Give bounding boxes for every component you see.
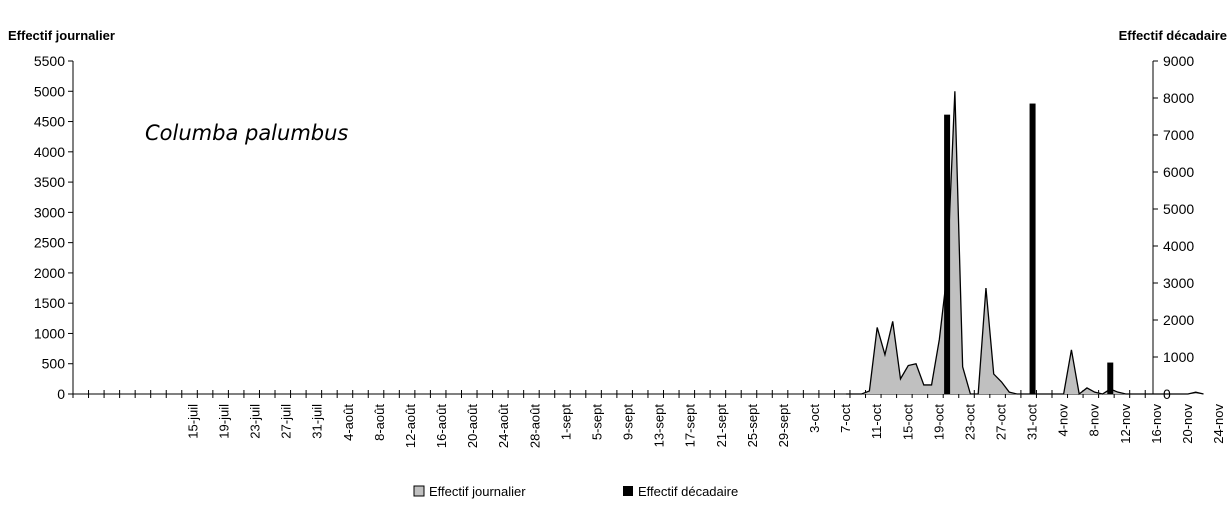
- plot-area: 0 500 1000 1500 2000 2500 3000 3500 4000 4500 5000…: [34, 53, 1226, 448]
- x-axis-tick-label: 28-août: [527, 404, 542, 448]
- daily-series-area: [846, 91, 1204, 394]
- x-axis-tick-label: 19-oct: [931, 404, 946, 441]
- x-axis-tick-label: 24-nov: [1211, 404, 1226, 444]
- x-axis-tick-label: 23-oct: [962, 404, 977, 441]
- x-axis-tick-label: 23-juil: [248, 404, 263, 439]
- x-axis-tick-label: 12-nov: [1118, 404, 1133, 444]
- legend: Effectif journalier Effectif décadaire: [413, 484, 738, 499]
- legend-label-decadal: Effectif décadaire: [638, 484, 738, 499]
- right-axis-tick-label: 1000: [1163, 349, 1194, 365]
- x-axis-tick-label: 7-oct: [838, 404, 853, 433]
- x-axis-tick-label: 15-juil: [185, 404, 200, 439]
- right-axis-title: Effectif décadaire: [1119, 28, 1227, 43]
- decadal-bar: [1107, 362, 1114, 394]
- x-axis-tick-label: 8-août: [372, 404, 387, 441]
- x-axis-tick-label: 21-sept: [714, 404, 729, 448]
- x-axis-tick-label: 13-sept: [652, 404, 667, 448]
- x-axis-tick-label: 27-juil: [279, 404, 294, 439]
- x-axis-tick-label: 29-sept: [776, 404, 791, 448]
- left-axis-tick-label: 4000: [34, 144, 65, 160]
- right-axis-tick-label: 4000: [1163, 238, 1194, 254]
- left-axis-tick-label: 1500: [34, 295, 65, 311]
- legend-label-daily: Effectif journalier: [429, 484, 526, 499]
- left-axis-tick-label: 5000: [34, 83, 65, 99]
- left-axis-tick-label: 4500: [34, 114, 65, 130]
- x-axis-tick-label: 12-août: [403, 404, 418, 448]
- x-axis-tick-label: 16-nov: [1149, 404, 1164, 444]
- legend-swatch-daily: [413, 485, 425, 497]
- x-axis-tick-label: 16-août: [434, 404, 449, 448]
- species-annotation: Columba palumbus: [145, 121, 348, 145]
- right-axis-tick-label: 2000: [1163, 312, 1194, 328]
- left-axis-tick-label: 0: [57, 386, 65, 402]
- x-axis-tick-label: 31-juil: [310, 404, 325, 439]
- x-axis-tick-label: 19-juil: [217, 404, 232, 439]
- right-axis-tick-label: 8000: [1163, 90, 1194, 106]
- x-axis-tick-label: 4-août: [341, 404, 356, 441]
- x-axis-tick-label: 24-août: [496, 404, 511, 448]
- x-axis-tick-label: 17-sept: [683, 404, 698, 448]
- left-axis-tick-label: 2000: [34, 265, 65, 281]
- left-axis-tick-label: 500: [42, 356, 66, 372]
- left-axis-tick-label: 1000: [34, 325, 65, 341]
- left-axis-title: Effectif journalier: [8, 28, 115, 43]
- x-axis-tick-label: 15-oct: [900, 404, 915, 441]
- x-axis-tick-label: 9-sept: [621, 404, 636, 441]
- decadal-bar: [1029, 103, 1036, 395]
- x-axis-tick-label: 3-oct: [807, 404, 822, 433]
- right-axis-tick-label: 3000: [1163, 275, 1194, 291]
- x-axis-tick-label: 8-nov: [1087, 404, 1102, 437]
- x-axis-tick-label: 31-oct: [1025, 404, 1040, 441]
- left-axis-tick-label: 3000: [34, 204, 65, 220]
- right-axis-tick-label: 5000: [1163, 201, 1194, 217]
- right-axis-tick-label: 6000: [1163, 164, 1194, 180]
- x-axis-tick-label: 11-oct: [869, 404, 884, 440]
- x-axis-tick-label: 4-nov: [1056, 404, 1071, 437]
- left-axis-tick-label: 3500: [34, 174, 65, 190]
- x-axis-tick-label: 25-sept: [745, 404, 760, 448]
- daily-series-line: [846, 91, 1204, 396]
- left-axis-tick-label: 5500: [34, 53, 65, 69]
- x-axis-tick-label: 1-sept: [558, 404, 573, 441]
- right-axis-tick-label: 7000: [1163, 127, 1194, 143]
- x-axis-tick-label: 5-sept: [589, 404, 604, 441]
- x-axis-tick-label: 20-août: [465, 404, 480, 448]
- x-axis-tick-label: 20-nov: [1180, 404, 1195, 444]
- right-axis-tick-label: 9000: [1163, 53, 1194, 69]
- x-axis-tick-label: 27-oct: [993, 404, 1008, 441]
- decadal-bar: [944, 114, 951, 395]
- legend-swatch-decadal: [623, 486, 633, 496]
- left-axis-tick-label: 2500: [34, 235, 65, 251]
